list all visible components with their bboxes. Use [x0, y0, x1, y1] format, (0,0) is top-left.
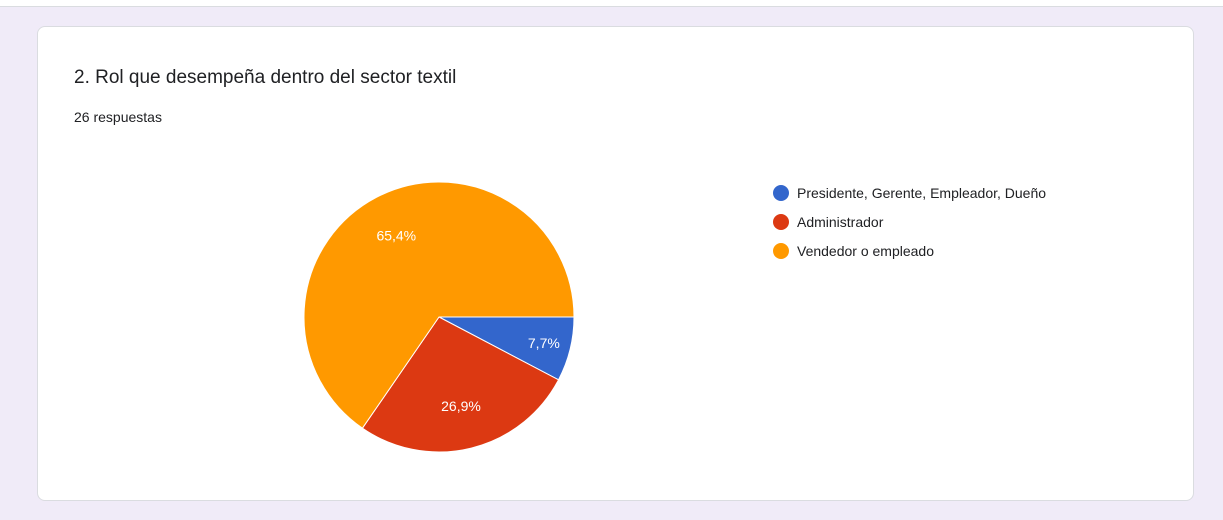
question-title: 2. Rol que desempeña dentro del sector t… — [74, 67, 457, 88]
pie-chart: 7,7% 26,9% 65,4% — [303, 181, 575, 453]
pie-slice-vendedor[interactable] — [303, 181, 575, 429]
legend-swatch-administrador — [773, 213, 789, 230]
question-card: 2. Rol que desempeña dentro del sector t… — [37, 26, 1194, 501]
legend-label-presidente: Presidente, Gerente, Empleador, Dueño — [797, 184, 1047, 201]
pie-label-administrador: 26,9% — [441, 398, 481, 414]
pie-label-presidente: 7,7% — [528, 335, 560, 351]
legend-swatch-presidente — [773, 184, 789, 201]
pie-slice-administrador[interactable] — [361, 316, 560, 453]
legend-swatch-vendedor — [773, 242, 789, 259]
legend-label-administrador: Administrador — [797, 213, 884, 230]
legend-item-presidente[interactable]: Presidente, Gerente, Empleador, Dueño — [773, 178, 1046, 207]
chart-legend: Presidente, Gerente, Empleador, Dueño Ad… — [773, 178, 1046, 265]
legend-item-administrador[interactable]: Administrador — [773, 207, 1046, 236]
response-count: 26 respuestas — [74, 109, 162, 125]
legend-item-vendedor[interactable]: Vendedor o empleado — [773, 236, 1046, 265]
top-strip — [0, 0, 1223, 7]
pie-label-vendedor: 65,4% — [376, 228, 416, 244]
legend-label-vendedor: Vendedor o empleado — [797, 242, 934, 259]
